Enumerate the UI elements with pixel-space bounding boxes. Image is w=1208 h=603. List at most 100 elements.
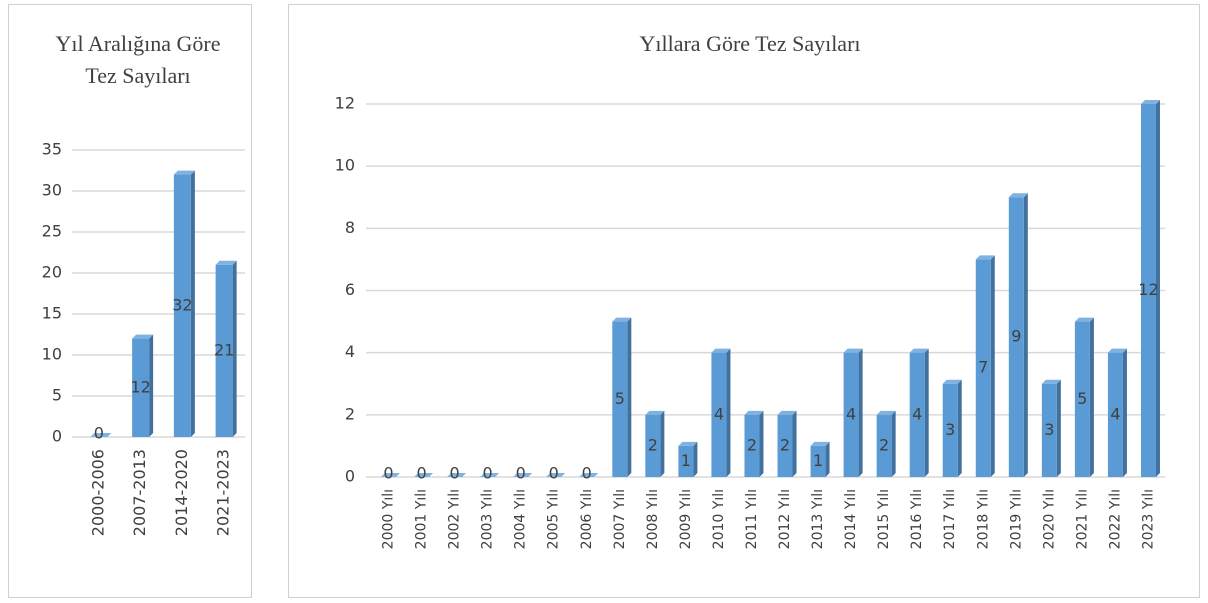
data-label: 21 — [214, 340, 234, 359]
bar-side — [1155, 100, 1160, 477]
bar — [215, 264, 233, 437]
bar-top — [1140, 100, 1160, 104]
bar-top — [909, 348, 929, 353]
bar — [1008, 197, 1024, 477]
bar-side — [792, 410, 797, 477]
bar-top — [810, 441, 830, 446]
data-label: 0 — [483, 464, 493, 483]
x-tick-label: 2021-2023 — [214, 449, 233, 536]
bar-top — [876, 410, 896, 415]
data-label: 1 — [681, 451, 691, 470]
bar-side — [149, 334, 154, 437]
data-label: 3 — [1044, 420, 1054, 439]
data-label: 4 — [1110, 404, 1120, 423]
data-label: 2 — [747, 435, 757, 454]
y-tick-label: 10 — [335, 156, 355, 175]
y-tick-label: 20 — [42, 263, 62, 282]
y-tick-label: 8 — [345, 218, 355, 237]
bar-top — [414, 473, 434, 477]
bar-top — [1041, 379, 1061, 384]
bar — [777, 414, 793, 477]
x-tick-label: 2014-2020 — [172, 449, 191, 536]
x-tick-label: 2015 Yılı — [876, 489, 892, 549]
bar-top — [90, 433, 112, 437]
data-label: 4 — [846, 404, 856, 423]
y-tick-label: 2 — [345, 404, 355, 423]
x-tick-label: 2022 Yılı — [1107, 489, 1123, 549]
bar — [711, 352, 727, 477]
bar — [975, 259, 991, 477]
bar-top — [777, 410, 797, 415]
bar-top — [480, 473, 500, 477]
data-label: 0 — [450, 464, 460, 483]
bar-top — [645, 410, 665, 415]
y-tick-label: 25 — [42, 222, 62, 241]
bar-side — [924, 348, 929, 477]
x-tick-label: 2005 Yılı — [546, 489, 562, 549]
data-label: 1 — [813, 451, 823, 470]
bar — [132, 338, 150, 437]
x-tick-label: 2020 Yılı — [1041, 489, 1057, 549]
bar — [942, 383, 958, 477]
bar-top — [579, 473, 599, 477]
bar — [173, 174, 191, 437]
bar-top — [173, 170, 195, 175]
x-tick-label: 2001 Yılı — [414, 489, 430, 549]
data-label: 3 — [945, 420, 955, 439]
left-panel — [8, 4, 252, 598]
bar-side — [693, 441, 698, 477]
x-tick-label: 2018 Yılı — [975, 489, 991, 549]
y-tick-label: 15 — [42, 304, 62, 323]
bar — [810, 445, 826, 477]
bar-side — [891, 410, 896, 477]
data-label: 0 — [516, 464, 526, 483]
x-tick-label: 2000-2006 — [88, 449, 107, 536]
y-tick-label: 6 — [345, 280, 355, 299]
data-label: 12 — [130, 377, 150, 396]
x-tick-label: 2019 Yılı — [1008, 489, 1024, 549]
bar-top — [678, 441, 698, 446]
bar-top — [1008, 193, 1028, 198]
x-tick-label: 2016 Yılı — [909, 489, 925, 549]
y-tick-label: 0 — [52, 427, 62, 446]
x-tick-label: 2004 Yılı — [513, 489, 529, 549]
data-label: 9 — [1011, 327, 1021, 346]
x-tick-label: 2023 Yılı — [1140, 489, 1156, 549]
x-tick-label: 2007 Yılı — [612, 489, 628, 549]
x-tick-label: 2009 Yılı — [678, 489, 694, 549]
bar — [909, 352, 925, 477]
bar-top — [744, 410, 764, 415]
x-tick-label: 2011 Yılı — [744, 489, 760, 549]
y-tick-label: 10 — [42, 345, 62, 364]
x-tick-label: 2008 Yılı — [645, 489, 661, 549]
bar-side — [1056, 379, 1061, 477]
x-tick-label: 2012 Yılı — [777, 489, 793, 549]
y-tick-label: 30 — [42, 181, 62, 200]
data-label: 2 — [780, 435, 790, 454]
bar-side — [190, 170, 195, 437]
y-tick-label: 12 — [335, 94, 355, 113]
bar-side — [726, 348, 731, 477]
bar-side — [232, 260, 237, 437]
x-tick-label: 2017 Yılı — [942, 489, 958, 549]
bar-top — [711, 348, 731, 353]
bar-top — [942, 379, 962, 384]
bar-top — [381, 473, 401, 477]
y-tick-label: 0 — [345, 467, 355, 486]
bar-top — [975, 255, 995, 260]
data-label: 2 — [648, 435, 658, 454]
y-tick-label: 5 — [52, 386, 62, 405]
data-label: 4 — [714, 404, 724, 423]
bar-side — [1089, 317, 1094, 477]
bar — [1041, 383, 1057, 477]
bar-top — [1107, 348, 1127, 353]
bar-top — [447, 473, 467, 477]
bar-side — [627, 317, 632, 477]
x-tick-label: 2014 Yılı — [843, 489, 859, 549]
bar-side — [957, 379, 962, 477]
x-tick-label: 2007-2013 — [130, 449, 149, 536]
data-label: 2 — [879, 435, 889, 454]
bar-side — [1023, 193, 1028, 477]
bar-top — [1074, 317, 1094, 322]
